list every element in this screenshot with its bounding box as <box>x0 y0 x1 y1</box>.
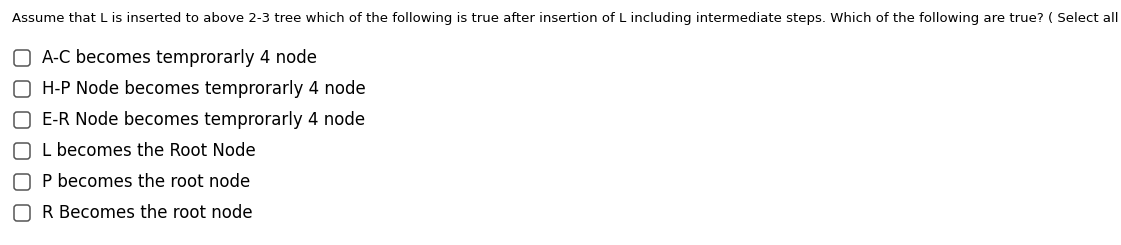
Text: P becomes the root node: P becomes the root node <box>41 173 250 191</box>
FancyBboxPatch shape <box>13 143 30 159</box>
Text: R Becomes the root node: R Becomes the root node <box>41 204 252 222</box>
FancyBboxPatch shape <box>13 174 30 190</box>
FancyBboxPatch shape <box>13 50 30 66</box>
FancyBboxPatch shape <box>13 81 30 97</box>
Text: H-P Node becomes temprorarly 4 node: H-P Node becomes temprorarly 4 node <box>41 80 365 98</box>
Text: A-C becomes temprorarly 4 node: A-C becomes temprorarly 4 node <box>41 49 317 67</box>
FancyBboxPatch shape <box>13 205 30 221</box>
Text: E-R Node becomes temprorarly 4 node: E-R Node becomes temprorarly 4 node <box>41 111 365 129</box>
FancyBboxPatch shape <box>13 112 30 128</box>
Text: Assume that L is inserted to above 2-3 tree which of the following is true after: Assume that L is inserted to above 2-3 t… <box>12 12 1121 25</box>
Text: L becomes the Root Node: L becomes the Root Node <box>41 142 256 160</box>
